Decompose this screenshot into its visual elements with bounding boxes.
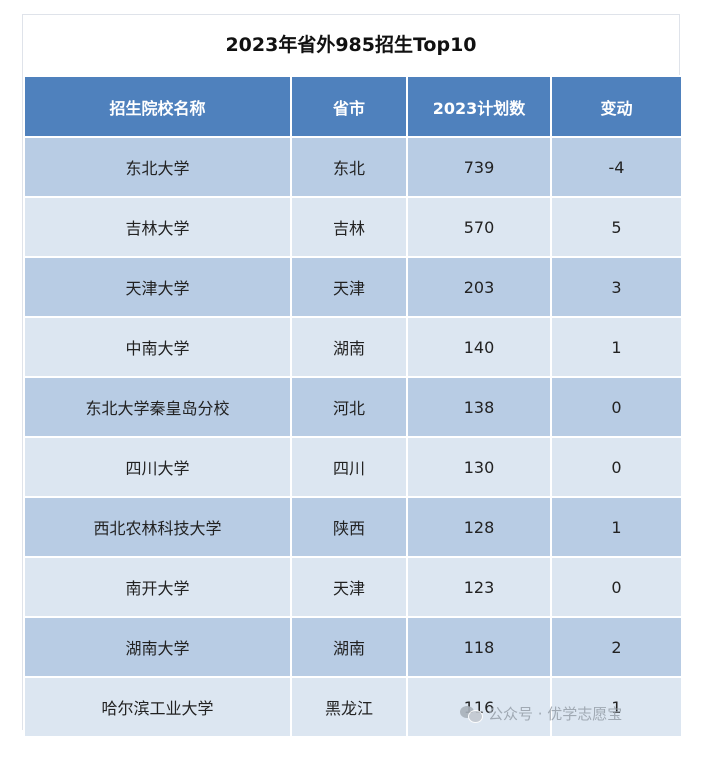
wechat-icon — [460, 704, 483, 723]
province-cell: 湖南 — [290, 616, 408, 678]
province-cell: 河北 — [290, 376, 408, 438]
school-cell: 东北大学秦皇岛分校 — [23, 376, 292, 438]
plan-count-cell: 118 — [406, 616, 552, 678]
change-cell: 2 — [550, 616, 683, 678]
province-cell: 吉林 — [290, 196, 408, 258]
change-cell: 1 — [550, 676, 683, 738]
plan-count-cell: 116 — [406, 676, 552, 738]
watermark: 公众号 · 优学志愿宝 — [460, 700, 622, 726]
province-cell: 四川 — [290, 436, 408, 498]
school-cell: 南开大学 — [23, 556, 292, 618]
school-cell: 四川大学 — [23, 436, 292, 498]
school-cell: 东北大学 — [23, 136, 292, 198]
school-cell: 天津大学 — [23, 256, 292, 318]
change-cell: 1 — [550, 316, 683, 378]
school-cell: 西北农林科技大学 — [23, 496, 292, 558]
province-cell: 湖南 — [290, 316, 408, 378]
change-cell: 3 — [550, 256, 683, 318]
school-cell: 哈尔滨工业大学 — [23, 676, 292, 738]
change-cell: 0 — [550, 376, 683, 438]
header-province: 省市 — [290, 75, 408, 138]
table-title: 2023年省外985招生Top10 — [225, 34, 477, 56]
table-row: 四川大学 四川 130 0 — [23, 436, 683, 498]
ranking-table: 招生院校名称 省市 2023计划数 变动 东北大学 东北 739 -4 吉林大学… — [23, 75, 683, 738]
province-cell: 天津 — [290, 556, 408, 618]
change-cell: 0 — [550, 556, 683, 618]
table-row: 东北大学 东北 739 -4 — [23, 136, 683, 198]
table-row: 西北农林科技大学 陕西 128 1 — [23, 496, 683, 558]
plan-count-cell: 128 — [406, 496, 552, 558]
plan-count-cell: 140 — [406, 316, 552, 378]
table-row: 吉林大学 吉林 570 5 — [23, 196, 683, 258]
change-cell: 5 — [550, 196, 683, 258]
table-row: 湖南大学 湖南 118 2 — [23, 616, 683, 678]
plan-count-cell: 138 — [406, 376, 552, 438]
table-row: 天津大学 天津 203 3 — [23, 256, 683, 318]
change-cell: 1 — [550, 496, 683, 558]
province-cell: 东北 — [290, 136, 408, 198]
plan-count-cell: 130 — [406, 436, 552, 498]
header-plan-count: 2023计划数 — [406, 75, 552, 138]
header-school: 招生院校名称 — [23, 75, 292, 138]
table-row: 哈尔滨工业大学 黑龙江 116 1 — [23, 676, 683, 738]
school-cell: 吉林大学 — [23, 196, 292, 258]
school-cell: 中南大学 — [23, 316, 292, 378]
province-cell: 黑龙江 — [290, 676, 408, 738]
watermark-text: 公众号 · 优学志愿宝 — [488, 704, 623, 723]
table-row: 中南大学 湖南 140 1 — [23, 316, 683, 378]
table-row: 东北大学秦皇岛分校 河北 138 0 — [23, 376, 683, 438]
plan-count-cell: 739 — [406, 136, 552, 198]
province-cell: 陕西 — [290, 496, 408, 558]
plan-count-cell: 123 — [406, 556, 552, 618]
table-row: 南开大学 天津 123 0 — [23, 556, 683, 618]
table-card: 2023年省外985招生Top10 招生院校名称 省市 2023计划数 变动 东… — [22, 14, 683, 738]
header-row: 招生院校名称 省市 2023计划数 变动 — [23, 75, 683, 138]
school-cell: 湖南大学 — [23, 616, 292, 678]
plan-count-cell: 203 — [406, 256, 552, 318]
plan-count-cell: 570 — [406, 196, 552, 258]
change-cell: -4 — [550, 136, 683, 198]
header-change: 变动 — [550, 75, 683, 138]
province-cell: 天津 — [290, 256, 408, 318]
change-cell: 0 — [550, 436, 683, 498]
